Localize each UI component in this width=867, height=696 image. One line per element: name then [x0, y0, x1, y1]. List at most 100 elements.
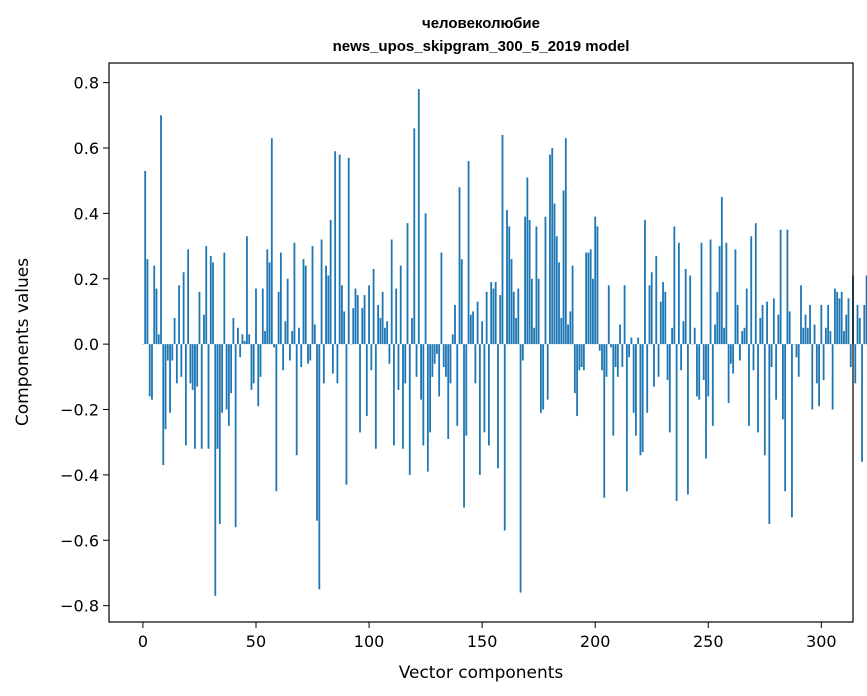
bar [359, 344, 361, 433]
bar [856, 304, 859, 345]
bar [813, 324, 816, 345]
bar [580, 344, 583, 368]
bar [402, 344, 404, 449]
bar [786, 229, 789, 345]
bar [596, 226, 599, 345]
bar [815, 344, 818, 384]
bar [205, 246, 208, 345]
bar [526, 177, 529, 345]
bar [806, 327, 809, 345]
bar [341, 285, 343, 345]
bar [431, 344, 434, 377]
bar [521, 344, 524, 361]
bar [361, 308, 364, 345]
bar [241, 334, 244, 345]
bar [589, 249, 592, 345]
bar [370, 344, 373, 371]
bar [777, 314, 780, 345]
bar [230, 344, 233, 394]
bar [160, 115, 162, 345]
bar [592, 278, 594, 345]
bar [388, 344, 391, 364]
bar [639, 344, 642, 456]
bar [781, 344, 784, 420]
bar [449, 344, 452, 384]
x-tick-label: 300 [806, 632, 837, 651]
bar [293, 242, 296, 345]
bar [472, 311, 474, 345]
bar [831, 344, 834, 410]
bar [422, 344, 425, 446]
y-tick-label: 0.2 [74, 270, 99, 289]
bar [239, 344, 242, 358]
bar [413, 128, 416, 345]
bar [169, 344, 171, 413]
bar [827, 304, 830, 345]
y-tick-label: 0.0 [74, 335, 99, 354]
y-tick-label: 0.4 [74, 204, 99, 223]
bar [279, 252, 282, 345]
chart-title: человеколюбие [422, 15, 540, 32]
bar [515, 317, 517, 345]
bar [266, 249, 269, 345]
bar [246, 236, 248, 345]
y-tick-label: 0.8 [74, 74, 99, 93]
bar [250, 344, 253, 390]
bar [711, 344, 714, 426]
bar [766, 301, 768, 345]
bar [404, 344, 407, 384]
bar [702, 344, 705, 381]
bar [194, 344, 196, 449]
x-tick-label: 150 [467, 632, 498, 651]
bar [331, 344, 334, 374]
bar [198, 291, 201, 345]
bar [555, 236, 558, 345]
bar [587, 252, 590, 345]
bar [578, 344, 581, 371]
bar [791, 344, 793, 518]
bar [598, 344, 601, 351]
bar [146, 259, 149, 345]
bar [365, 344, 368, 417]
bar [775, 344, 778, 400]
bar [549, 154, 551, 345]
bar [282, 344, 285, 371]
bar [395, 288, 398, 345]
bar [843, 331, 845, 345]
bar [865, 275, 867, 345]
bar [397, 344, 400, 390]
bar [682, 321, 685, 345]
bar [732, 344, 735, 374]
bar [809, 304, 811, 345]
bar [560, 317, 563, 345]
bar [436, 344, 438, 354]
bar [745, 288, 748, 345]
bar [540, 344, 542, 413]
bar [379, 317, 382, 345]
bar [659, 301, 662, 345]
bar [298, 327, 300, 345]
bar [390, 239, 393, 345]
bar [673, 226, 676, 345]
bar [368, 285, 370, 345]
y-tick-label: −0.8 [60, 597, 99, 616]
bar [178, 285, 181, 345]
bar [752, 344, 755, 371]
bar [492, 288, 495, 345]
bar [209, 255, 212, 345]
chart-subtitle: news_upos_skipgram_300_5_2019 model [333, 38, 630, 55]
bar [736, 304, 739, 345]
bar [763, 344, 766, 456]
bar [356, 295, 359, 345]
bar [399, 265, 402, 345]
bar [175, 344, 178, 384]
bar [153, 265, 156, 345]
bar [822, 344, 825, 381]
bar [759, 317, 762, 345]
bar [734, 249, 737, 345]
bar [458, 187, 461, 345]
bar [650, 272, 653, 345]
bar [252, 344, 255, 384]
bar [221, 344, 223, 413]
bar [255, 288, 257, 345]
